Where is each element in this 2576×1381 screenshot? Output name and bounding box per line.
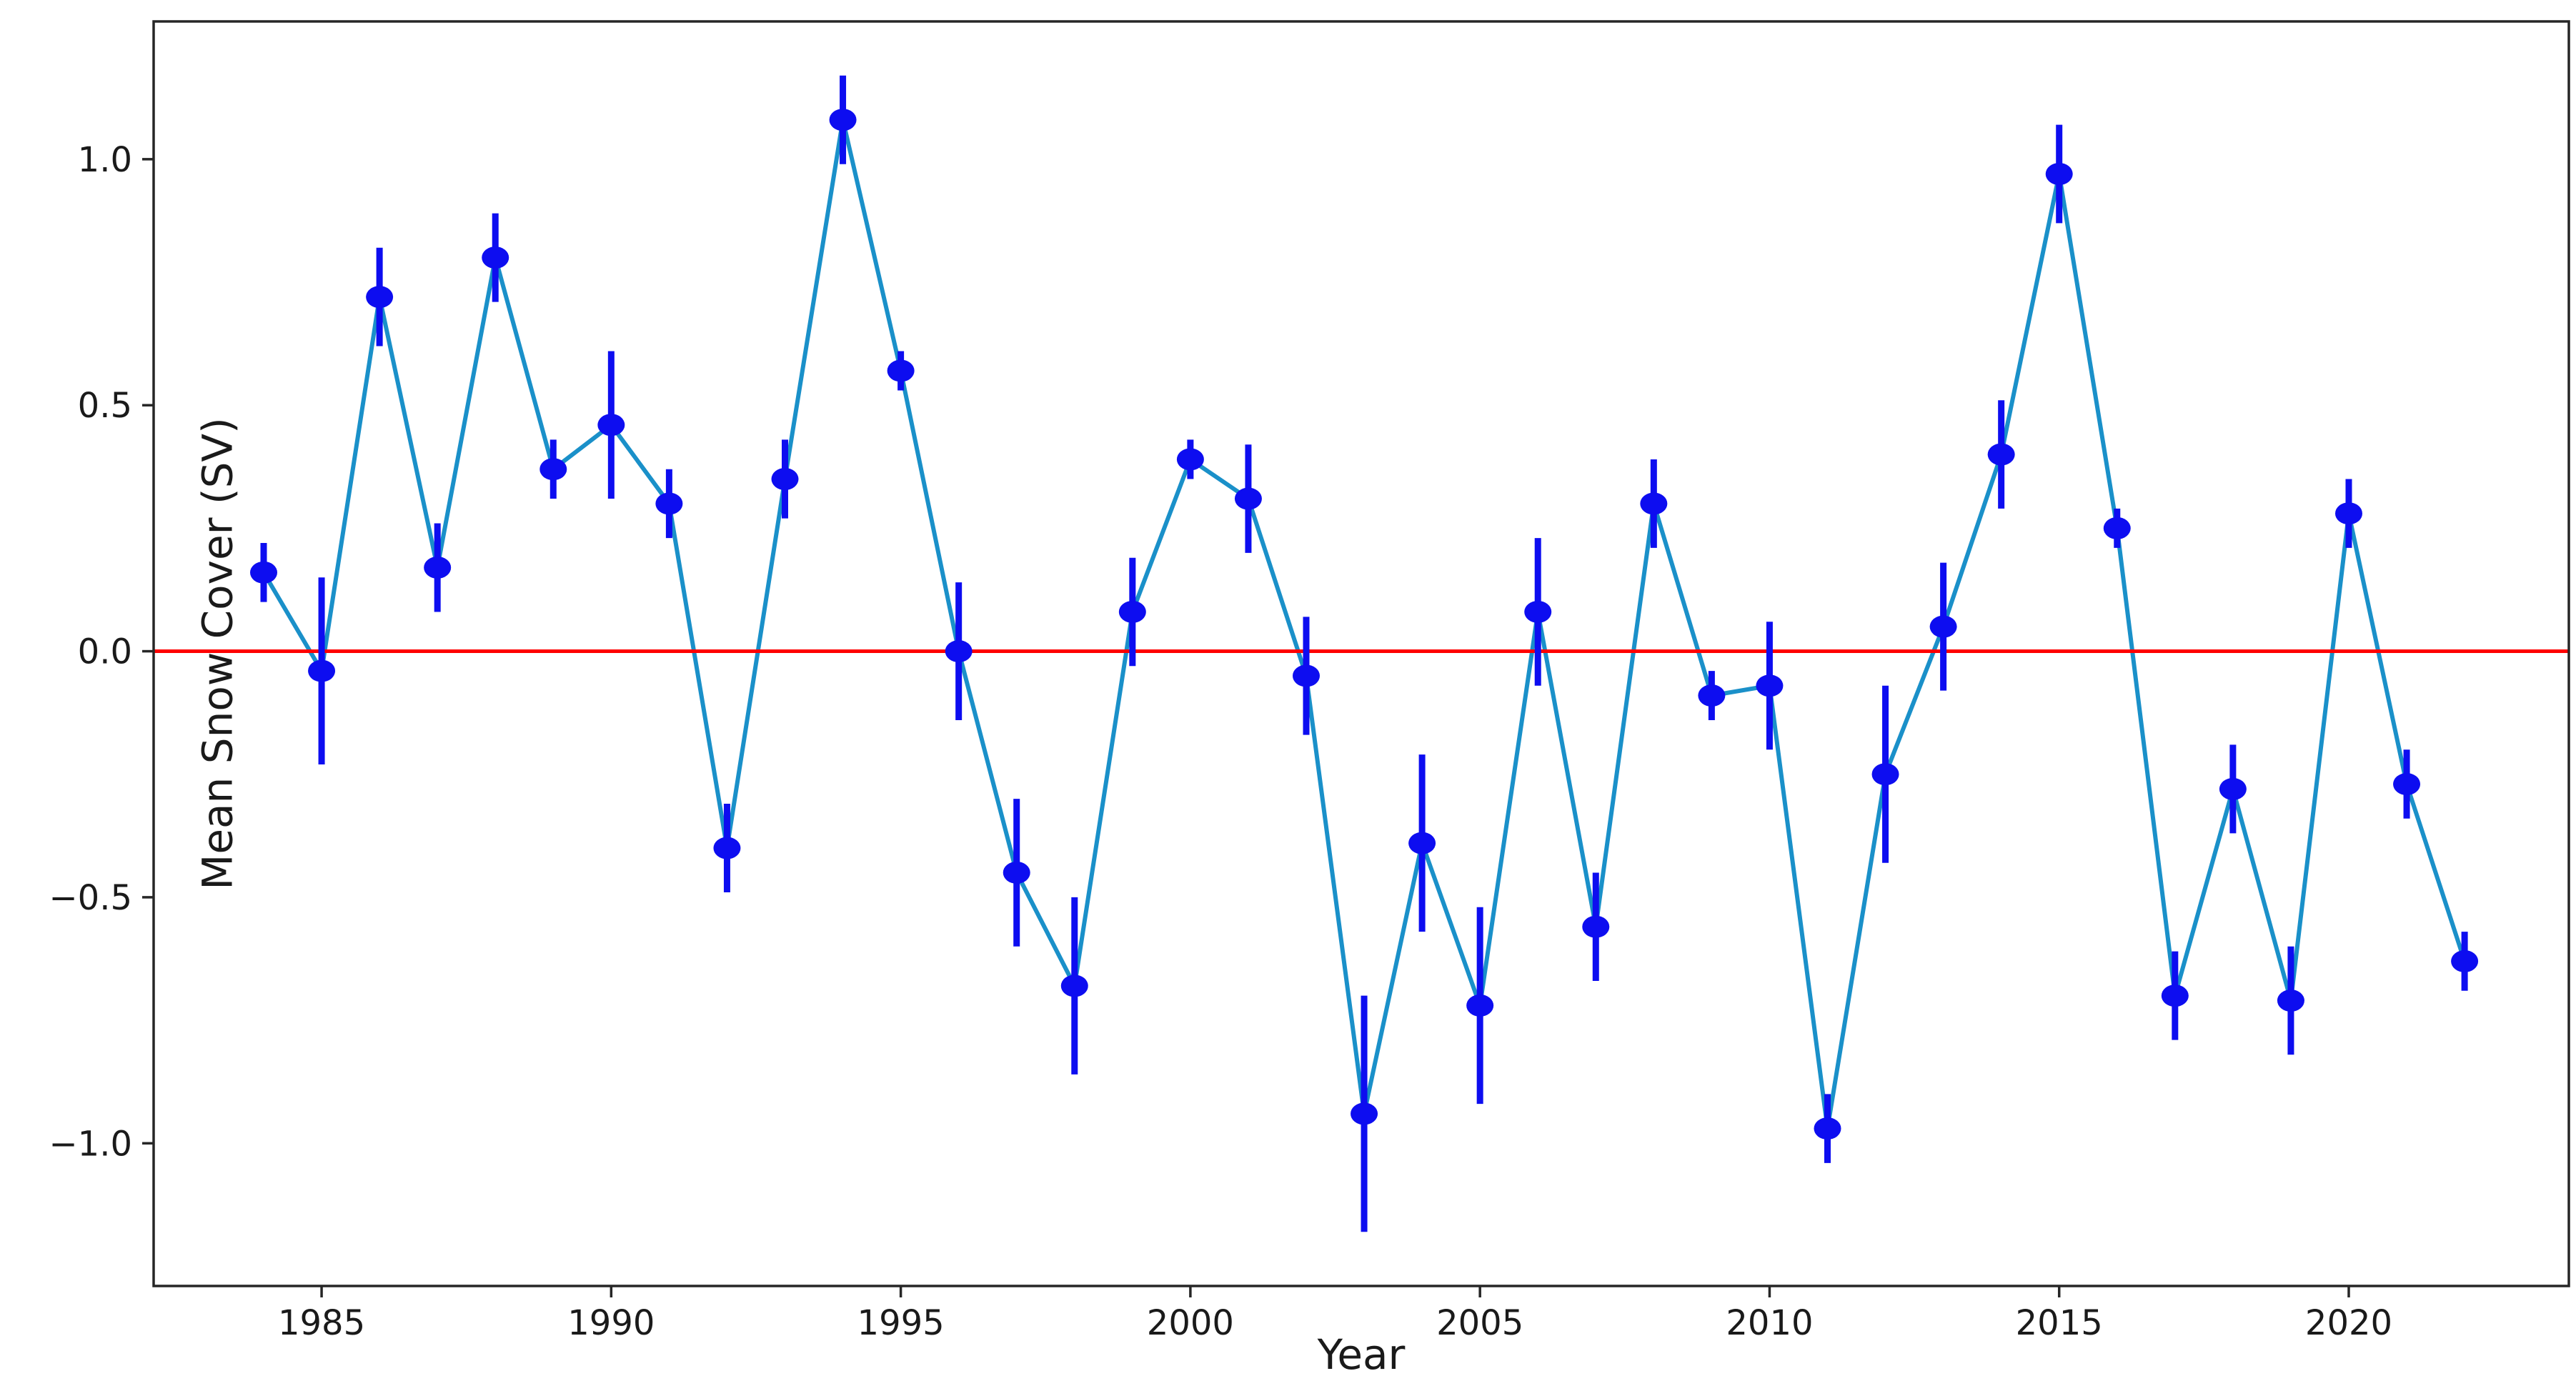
data-point-1998 — [1060, 974, 1088, 997]
data-point-2013 — [1929, 615, 1957, 638]
x-tick-label-1990: 1990 — [567, 1303, 655, 1343]
data-point-1995 — [887, 359, 915, 382]
data-point-2002 — [1292, 664, 1320, 687]
data-point-1985 — [308, 659, 336, 682]
data-point-2022 — [2451, 949, 2479, 972]
data-point-1990 — [597, 414, 625, 437]
plot-border — [152, 20, 2570, 1287]
data-point-2005 — [1466, 994, 1494, 1017]
data-point-2012 — [1871, 763, 1899, 786]
data-point-2017 — [2161, 984, 2189, 1007]
data-point-2019 — [2277, 989, 2304, 1012]
x-tick-label-1995: 1995 — [857, 1303, 945, 1343]
x-axis-label: Year — [1317, 1330, 1406, 1379]
data-point-2020 — [2334, 502, 2362, 525]
data-point-2021 — [2393, 773, 2421, 796]
y-tick-label--0.5: −0.5 — [49, 878, 132, 918]
data-point-2014 — [1987, 443, 2015, 466]
data-point-1989 — [539, 458, 567, 481]
data-point-1999 — [1118, 600, 1146, 623]
x-tick-label-2015: 2015 — [2016, 1303, 2103, 1343]
x-tick-label-2005: 2005 — [1436, 1303, 1523, 1343]
data-point-1996 — [945, 640, 973, 663]
data-point-2010 — [1756, 674, 1784, 697]
data-point-1994 — [829, 109, 857, 131]
y-tick-label-0.5: 0.5 — [78, 386, 132, 426]
data-point-1986 — [366, 286, 394, 309]
data-point-1987 — [424, 556, 452, 579]
data-point-1988 — [482, 246, 509, 269]
data-point-2011 — [1814, 1117, 1841, 1140]
data-point-2007 — [1582, 915, 1610, 938]
data-point-2009 — [1698, 684, 1726, 707]
x-tick-label-1985: 1985 — [278, 1303, 365, 1343]
data-point-2004 — [1408, 832, 1436, 854]
data-point-2006 — [1524, 600, 1552, 623]
x-tick-label-2000: 2000 — [1147, 1303, 1234, 1343]
y-tick-label-0: 0.0 — [78, 632, 132, 672]
data-point-2016 — [2103, 517, 2131, 539]
data-point-1993 — [771, 468, 799, 491]
data-point-2001 — [1234, 487, 1262, 510]
data-point-2003 — [1351, 1102, 1378, 1125]
data-point-2008 — [1640, 492, 1668, 515]
data-point-1984 — [250, 561, 278, 584]
y-tick-label-1: 1.0 — [78, 140, 132, 180]
data-point-1991 — [655, 492, 683, 515]
x-tick-label-2010: 2010 — [1726, 1303, 1813, 1343]
y-tick-label--1: −1.0 — [49, 1124, 132, 1164]
data-line — [262, 117, 2467, 1131]
data-point-2015 — [2045, 163, 2073, 186]
data-point-1997 — [1003, 861, 1030, 884]
x-tick-label-2020: 2020 — [2305, 1303, 2392, 1343]
data-point-1992 — [713, 837, 741, 859]
data-point-2000 — [1176, 448, 1204, 471]
y-axis-label: Mean Snow Cover (SV) — [193, 417, 242, 890]
data-point-2018 — [2219, 777, 2247, 800]
